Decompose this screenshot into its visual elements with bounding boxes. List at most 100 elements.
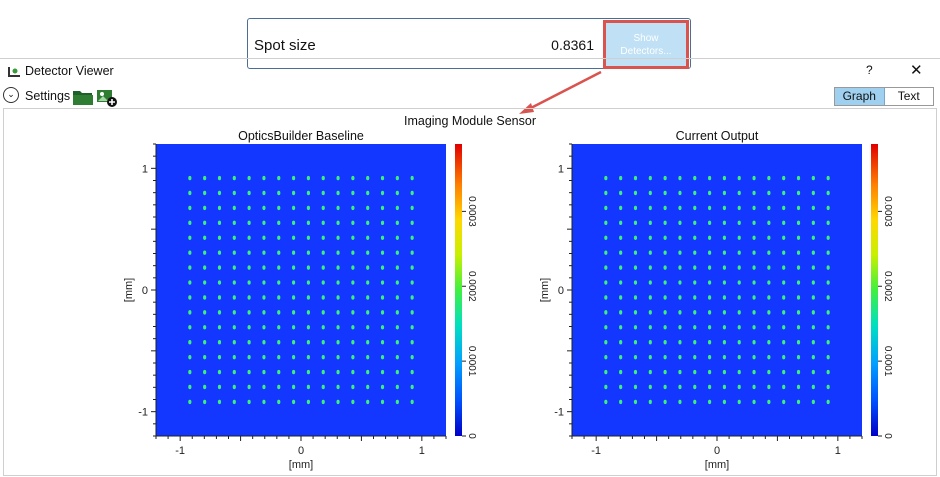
colorbar [455,144,462,436]
spot [707,369,712,375]
spot [262,190,266,196]
spot [648,235,652,240]
image-add-icon[interactable] [96,88,118,108]
spot [722,175,727,181]
spot [247,295,251,300]
spot [678,384,682,390]
spot [811,399,815,405]
spot [796,280,801,285]
spot [633,190,638,196]
spot [277,399,281,405]
close-icon[interactable]: ✕ [910,62,923,79]
spot [410,399,414,405]
y-axis-label: [mm] [123,278,135,302]
spot [663,369,667,375]
spot [262,280,266,285]
spot [826,280,830,285]
spot [796,354,801,360]
spot [395,205,399,211]
spot [247,250,251,255]
spot [737,325,741,330]
spot [752,265,756,270]
plot-background [572,144,862,436]
spot [767,399,771,405]
spot [678,399,682,405]
spot [410,310,414,315]
spot [633,340,638,345]
spot [291,265,296,270]
spot [351,250,355,255]
spot [395,369,399,375]
settings-label[interactable]: Settings [25,89,71,103]
spot [217,369,222,375]
spot [217,399,222,405]
spot [262,325,266,330]
spot [277,235,281,240]
spot [604,235,608,240]
spot [648,340,652,345]
spot [217,280,222,285]
spot [796,295,801,300]
spot [380,235,385,240]
show-detectors-button[interactable]: Show Detectors... [603,20,689,69]
spot [796,265,801,270]
spot [796,399,801,405]
spot [767,280,771,285]
spot [291,369,296,375]
spot [291,280,296,285]
spot [648,369,652,375]
spot [306,369,311,375]
spot [633,399,638,405]
spot [247,384,251,390]
spot [321,325,325,330]
spot [633,310,638,315]
spot [737,265,741,270]
spot [678,265,682,270]
spot [663,384,667,390]
spot [693,205,697,211]
tab-text[interactable]: Text [897,89,920,103]
spot [707,220,712,226]
spot [811,340,815,345]
spot [707,250,712,255]
spot [633,265,638,270]
spot [619,220,623,226]
spot [737,280,741,285]
spot [188,369,192,375]
spot [752,205,756,211]
spot [648,384,652,390]
spot [247,325,251,330]
spot [737,354,741,360]
show-detectors-line1: Show [633,33,659,44]
spot [395,265,399,270]
spot [752,340,756,345]
spot [752,399,756,405]
spot [336,369,340,375]
spot [351,280,355,285]
spot [619,310,623,315]
folder-icon[interactable] [72,88,94,106]
spot [291,310,296,315]
spot [232,354,236,360]
spot [782,295,786,300]
spot [767,250,771,255]
chevron-down-icon[interactable]: ⌄ [3,87,19,103]
tab-graph[interactable]: Graph [835,88,885,105]
spot [306,325,311,330]
spot [693,265,697,270]
spot [722,205,727,211]
spot [232,265,236,270]
spot [648,399,652,405]
spot [321,205,325,211]
spot [782,354,786,360]
help-icon[interactable]: ? [866,63,873,77]
spot [217,340,222,345]
spot [321,220,325,226]
spot [782,175,786,181]
spot [752,220,756,226]
spot [351,369,355,375]
spot [767,369,771,375]
spot [262,369,266,375]
spot [262,205,266,211]
spot [336,265,340,270]
